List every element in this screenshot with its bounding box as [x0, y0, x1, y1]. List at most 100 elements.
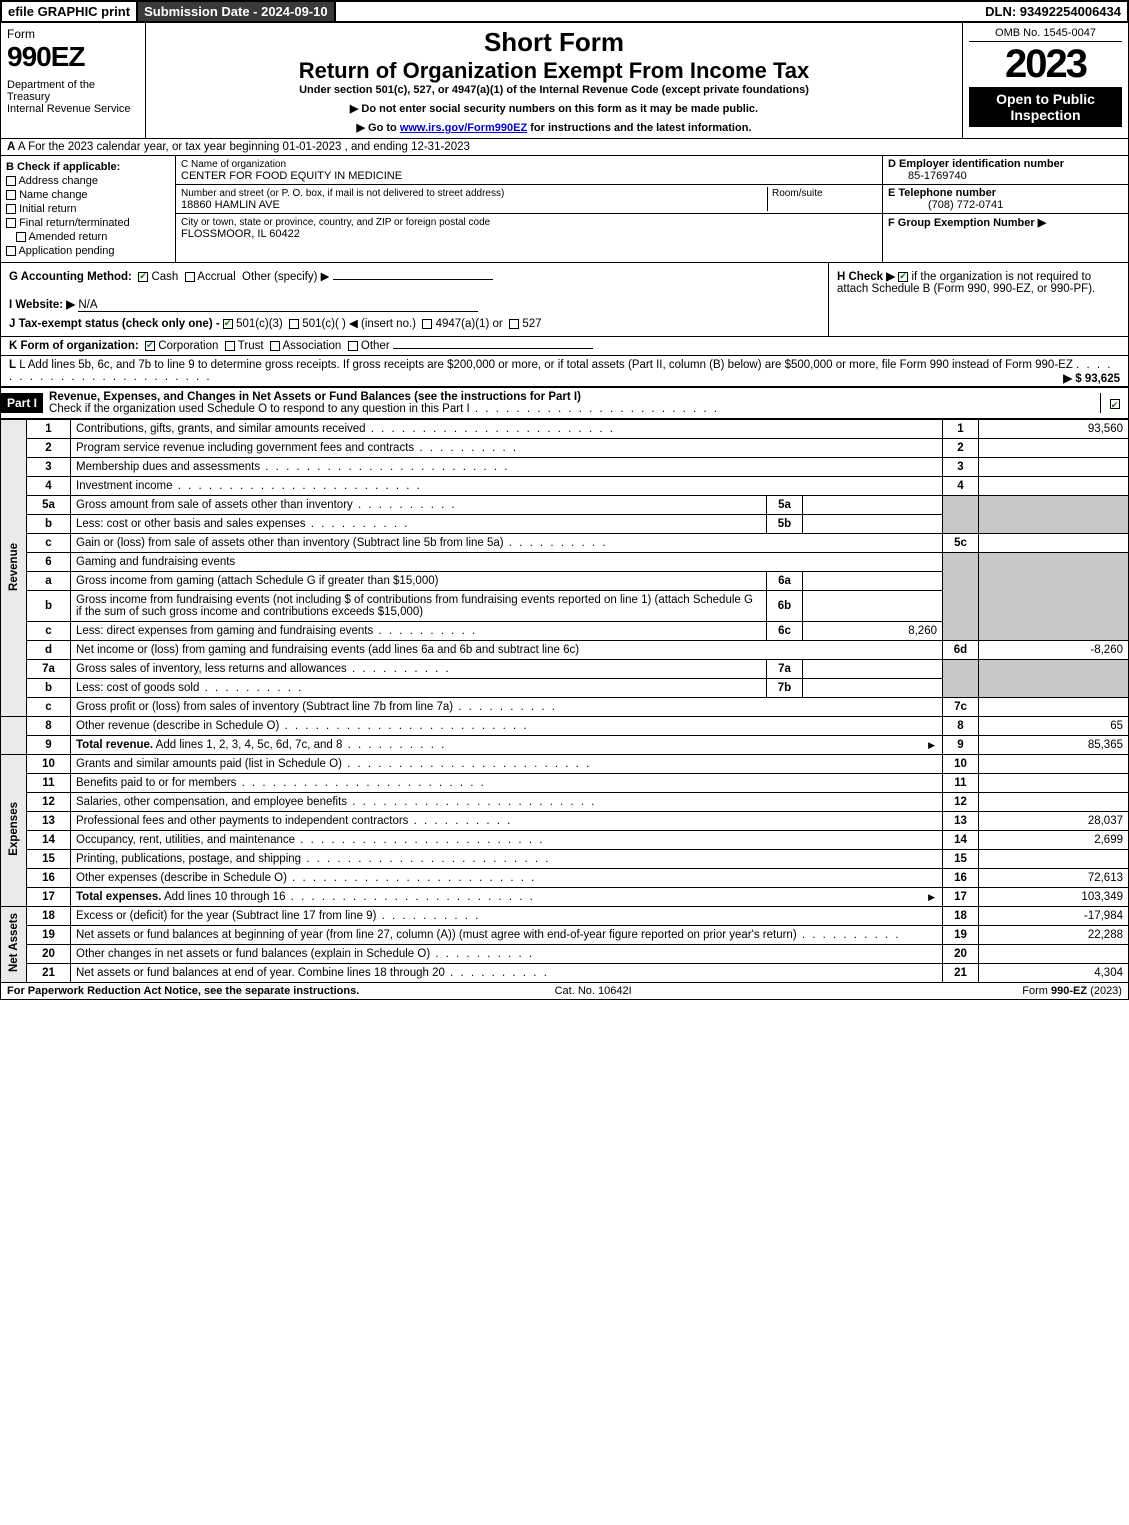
l9-num: 9	[27, 736, 71, 755]
revenue-side: Revenue	[8, 543, 20, 591]
l1-desc: Contributions, gifts, grants, and simila…	[76, 423, 366, 435]
street-value: 18860 HAMLIN AVE	[181, 199, 280, 211]
chk-501c3[interactable]	[223, 319, 233, 329]
l18-col: 18	[943, 907, 979, 926]
section-a-text: A For the 2023 calendar year, or tax yea…	[18, 141, 470, 153]
l4-num: 4	[27, 477, 71, 496]
l6d-desc: Net income or (loss) from gaming and fun…	[71, 641, 943, 660]
chk-cash[interactable]	[138, 272, 148, 282]
part1-title: Revenue, Expenses, and Changes in Net As…	[49, 391, 581, 403]
chk-4947[interactable]	[422, 319, 432, 329]
l18-num: 18	[27, 907, 71, 926]
chk-accrual[interactable]	[185, 272, 195, 282]
chk-assoc[interactable]	[270, 341, 280, 351]
k-label: K Form of organization:	[9, 340, 139, 352]
submission-date: Submission Date - 2024-09-10	[138, 2, 336, 21]
l19-col: 19	[943, 926, 979, 945]
l1-col: 1	[943, 420, 979, 439]
section-a: A A For the 2023 calendar year, or tax y…	[0, 138, 1129, 156]
l6c-num: c	[27, 622, 71, 641]
l15-desc: Printing, publications, postage, and shi…	[76, 853, 301, 865]
l6c-sv: 8,260	[803, 622, 943, 641]
chk-trust[interactable]	[225, 341, 235, 351]
l-amount: ▶ $ 93,625	[1063, 371, 1120, 385]
chk-527[interactable]	[509, 319, 519, 329]
ein-value: 85-1769740	[888, 170, 967, 182]
l3-amt	[979, 458, 1129, 477]
l14-amt: 2,699	[979, 831, 1129, 850]
l19-amt: 22,288	[979, 926, 1129, 945]
l5c-desc: Gain or (loss) from sale of assets other…	[76, 537, 504, 549]
l17-desc: Total expenses.	[76, 891, 161, 903]
chk-app[interactable]	[6, 246, 16, 256]
l3-desc: Membership dues and assessments	[76, 461, 260, 473]
l12-amt	[979, 793, 1129, 812]
l7a-sn: 7a	[767, 660, 803, 679]
l12-desc: Salaries, other compensation, and employ…	[76, 796, 347, 808]
l9-col: 9	[943, 736, 979, 755]
open-public: Open to Public Inspection	[969, 87, 1122, 127]
goto-url[interactable]: ▶ Go to www.irs.gov/Form990EZ for instru…	[152, 121, 956, 134]
top-bar: efile GRAPHIC print Submission Date - 20…	[0, 0, 1129, 23]
irs-link[interactable]: www.irs.gov/Form990EZ	[400, 122, 527, 134]
assoc-label: Association	[283, 340, 342, 352]
chk-part1[interactable]	[1110, 399, 1120, 409]
chk-name[interactable]	[6, 190, 16, 200]
tel-value: (708) 772-0741	[888, 199, 1003, 211]
l6b-sv	[803, 591, 943, 622]
501c-label: 501(c)( ) ◀ (insert no.)	[302, 318, 416, 330]
l11-num: 11	[27, 774, 71, 793]
501c3-label: 501(c)(3)	[236, 318, 283, 330]
l7a-sv	[803, 660, 943, 679]
l2-amt	[979, 439, 1129, 458]
l4-col: 4	[943, 477, 979, 496]
l6a-sn: 6a	[767, 572, 803, 591]
gh-block: G Accounting Method: Cash Accrual Other …	[0, 263, 1129, 337]
efile-print-label[interactable]: efile GRAPHIC print	[2, 2, 138, 21]
chk-amended[interactable]	[16, 232, 26, 242]
trust-label: Trust	[238, 340, 264, 352]
l18-desc: Excess or (deficit) for the year (Subtra…	[76, 910, 376, 922]
l7a-num: 7a	[27, 660, 71, 679]
l5b-sn: 5b	[767, 515, 803, 534]
l10-amt	[979, 755, 1129, 774]
l5a-sv	[803, 496, 943, 515]
entity-block: B Check if applicable: Address change Na…	[0, 156, 1129, 263]
l17-num: 17	[27, 888, 71, 907]
chk-final[interactable]	[6, 218, 16, 228]
l14-col: 14	[943, 831, 979, 850]
chk-address[interactable]	[6, 176, 16, 186]
l5b-sv	[803, 515, 943, 534]
netassets-side: Net Assets	[8, 913, 20, 972]
l7b-num: b	[27, 679, 71, 698]
l6a-desc: Gross income from gaming (attach Schedul…	[71, 572, 767, 591]
chk-corp[interactable]	[145, 341, 155, 351]
l5b-num: b	[27, 515, 71, 534]
l14-desc: Occupancy, rent, utilities, and maintena…	[76, 834, 295, 846]
name-change: Name change	[19, 189, 88, 201]
l13-num: 13	[27, 812, 71, 831]
chk-initial[interactable]	[6, 204, 16, 214]
grp-label: F Group Exemption Number ▶	[888, 217, 1046, 229]
app-pending: Application pending	[18, 245, 114, 257]
l12-col: 12	[943, 793, 979, 812]
ein-label: D Employer identification number	[888, 158, 1064, 170]
chk-k-other[interactable]	[348, 341, 358, 351]
l8-amt: 65	[979, 717, 1129, 736]
lines-table: Revenue 1 Contributions, gifts, grants, …	[0, 419, 1129, 983]
l21-num: 21	[27, 964, 71, 983]
l11-desc: Benefits paid to or for members	[76, 777, 236, 789]
l7b-sv	[803, 679, 943, 698]
i-label: I Website: ▶	[9, 299, 75, 311]
l6c-desc: Less: direct expenses from gaming and fu…	[76, 625, 373, 637]
l-text: L Add lines 5b, 6c, and 7b to line 9 to …	[19, 359, 1073, 371]
l17-amt: 103,349	[979, 888, 1129, 907]
g-label: G Accounting Method:	[9, 271, 132, 283]
org-name-label: C Name of organization	[181, 159, 286, 170]
chk-501c[interactable]	[289, 319, 299, 329]
l17-col: 17	[943, 888, 979, 907]
l5c-num: c	[27, 534, 71, 553]
tel-label: E Telephone number	[888, 187, 996, 199]
chk-h[interactable]	[898, 272, 908, 282]
l20-desc: Other changes in net assets or fund bala…	[76, 948, 430, 960]
